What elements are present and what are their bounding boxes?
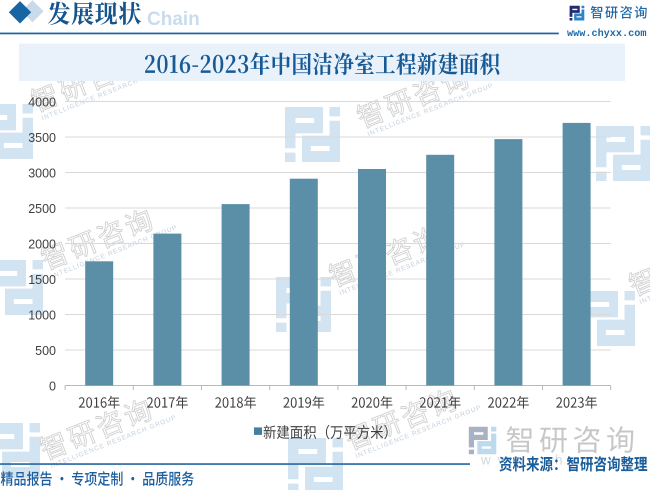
- svg-text:0: 0: [49, 380, 56, 394]
- svg-text:3500: 3500: [28, 131, 56, 145]
- svg-text:Chain: Chain: [147, 9, 200, 30]
- svg-text:2000: 2000: [28, 238, 56, 252]
- svg-text:1000: 1000: [28, 309, 56, 323]
- svg-text:3000: 3000: [28, 167, 56, 181]
- svg-text:www.chyxx.com: www.chyxx.com: [567, 28, 646, 40]
- svg-text:500: 500: [35, 344, 56, 358]
- svg-text:2500: 2500: [28, 202, 56, 216]
- svg-text:1500: 1500: [28, 273, 56, 287]
- svg-text:www.chyxx.com: www.chyxx.com: [480, 453, 650, 468]
- svg-text:4000: 4000: [28, 96, 56, 110]
